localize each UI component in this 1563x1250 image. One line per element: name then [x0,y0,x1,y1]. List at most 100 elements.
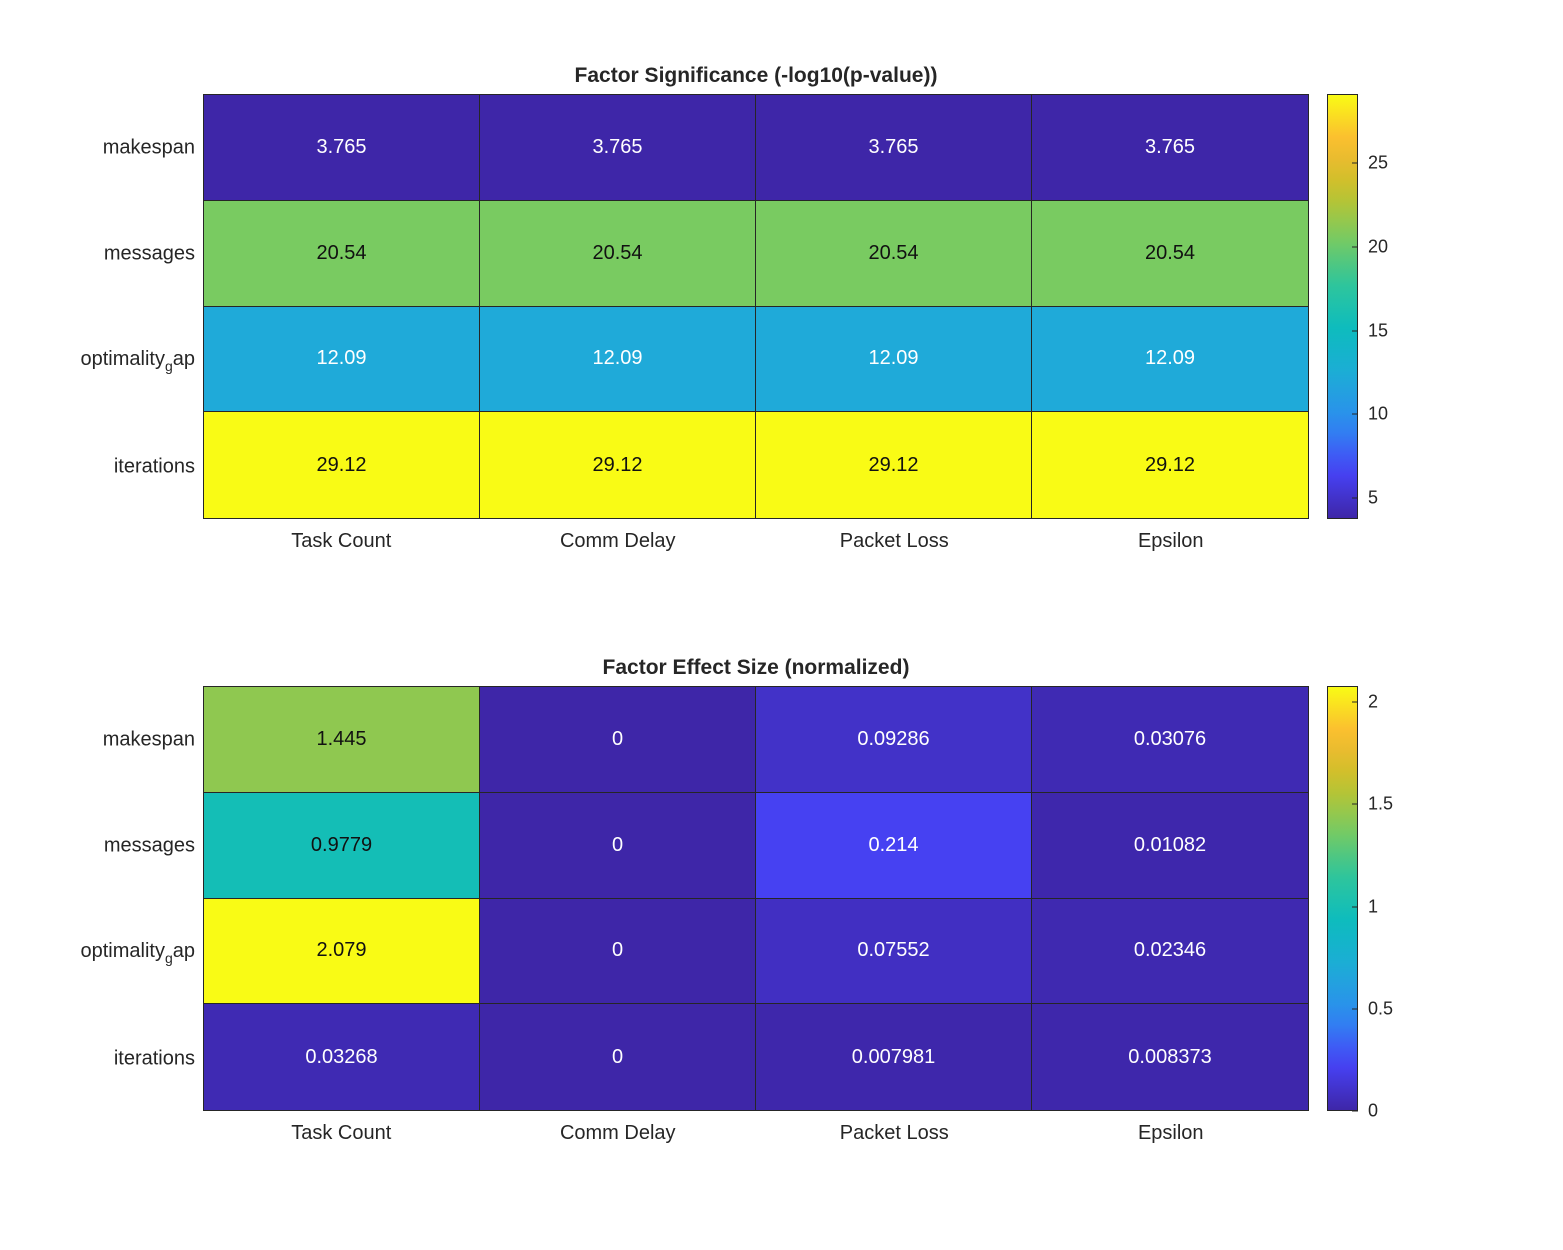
x-axis-labels: Task Count Comm Delay Packet Loss Epsilon [203,530,1309,553]
heatmap-cell: 12.09 [480,306,756,413]
heatmap-cell: 0.02346 [1032,898,1308,1005]
y-tick-label: makespan [103,729,195,752]
colorbar [1327,686,1358,1111]
chart-title: Factor Effect Size (normalized) [602,656,910,679]
heatmap-cell: 12.09 [204,306,480,413]
heatmap-cell: 3.765 [204,95,480,201]
x-tick-label: Epsilon [1137,530,1204,552]
colorbar-tick-label: 15 [1368,320,1389,341]
y-tick-label: messages [104,243,195,266]
y-tick-text: makespan [102,136,195,159]
y-tick-text: messages [103,834,195,857]
x-tick-label: Comm Delay [559,530,676,552]
y-tick-label: makespan [103,137,195,160]
colorbar-tick-label: 20 [1368,236,1389,257]
y-tick-label: optimalitygap [80,348,195,374]
heatmap-cell: 0.01082 [1032,792,1308,899]
x-tick-label: Packet Loss [839,1122,949,1144]
colorbar-tick-label: 1.5 [1368,793,1394,814]
x-tick-label: Task Count [291,1122,392,1144]
heatmap-cell: 29.12 [480,412,756,518]
heatmap-cell: 12.09 [756,306,1032,413]
tick-mark [1352,1110,1358,1112]
y-tick-label: iterations [114,455,195,478]
colorbar-tick-label: 1 [1368,896,1379,917]
colorbar-tick: 5 [1352,487,1379,509]
tick-mark [1352,497,1358,499]
heatmap-cell: 0 [480,1004,756,1110]
heatmap-cell: 29.12 [1032,412,1308,518]
x-tick-label: Packet Loss [839,530,949,552]
chart-title: Factor Significance (-log10(p-value)) [574,64,938,87]
heatmap-cell: 0.03076 [1032,687,1308,793]
colorbar-tick-label: 0 [1368,1100,1379,1121]
colorbar [1327,94,1358,519]
tick-mark [1352,330,1358,332]
colorbar-ticks: 0 0.5 1 1.5 2 [1352,686,1438,1121]
colorbar-tick: 2 [1352,691,1379,713]
y-tick-subscript: g [164,949,173,966]
heatmap-cell: 3.765 [1032,95,1308,201]
y-tick-text: iterations [113,455,195,478]
x-tick-label: Epsilon [1137,1122,1204,1144]
y-axis-labels: makespan messages optimalitygap iterations [0,687,195,1112]
colorbar-tick-label: 10 [1368,403,1389,424]
colorbar-tick-label: 2 [1368,691,1379,712]
y-tick-label: iterations [114,1047,195,1070]
heatmap-cell: 1.445 [204,687,480,793]
heatmap-cell: 29.12 [204,412,480,518]
heatmap-cell: 20.54 [204,200,480,307]
heatmap-cell: 0.214 [756,792,1032,899]
tick-mark [1352,1008,1358,1010]
tick-mark [1352,246,1358,248]
y-tick-text: optimality [80,939,165,962]
heatmap-cell: 12.09 [1032,306,1308,413]
y-tick-text: optimality [80,347,165,370]
heatmap-cell: 0.008373 [1032,1004,1308,1110]
x-tick-label: Task Count [291,530,392,552]
colorbar-tick-label: 25 [1368,152,1389,173]
heatmap-cell: 0.07552 [756,898,1032,1005]
y-tick-text: makespan [102,728,195,751]
tick-mark [1352,701,1358,703]
y-tick-label: optimalitygap [80,940,195,966]
heatmap-cell: 0.03268 [204,1004,480,1110]
x-axis-labels: Task Count Comm Delay Packet Loss Epsilon [203,1122,1309,1145]
colorbar-tick: 15 [1352,320,1389,341]
x-tick-label: Comm Delay [559,1122,676,1144]
colorbar-ticks: 5 10 15 20 25 [1352,94,1438,519]
y-axis-labels: makespan messages optimalitygap iterations [0,95,195,520]
tick-mark [1352,803,1358,805]
heatmap-cell: 3.765 [480,95,756,201]
heatmap-cell: 20.54 [480,200,756,307]
colorbar-tick: 0 [1352,1100,1379,1122]
y-tick-label: messages [104,835,195,858]
heatmap-cell: 20.54 [756,200,1032,307]
y-tick-tail: ap [172,347,195,370]
heatmap-cell: 0.007981 [756,1004,1032,1110]
colorbar-tick: 20 [1352,236,1389,257]
heatmap-grid: 3.765 3.765 3.765 3.765 20.54 20.54 20.54 20.54… [203,94,1309,519]
heatmap-cell: 0.9779 [204,792,480,899]
colorbar-tick: 25 [1352,152,1389,174]
heatmap-cell: 0 [480,898,756,1005]
tick-mark [1352,413,1358,415]
tick-mark [1352,906,1358,908]
heatmap-grid: 1.445 0 0.09286 0.03076 0.9779 0 0.214 0.01082 2… [203,686,1309,1111]
heatmap-cell: 0.09286 [756,687,1032,793]
colorbar-tick: 10 [1352,403,1389,425]
heatmap-cell: 0 [480,792,756,899]
heatmap-cell: 20.54 [1032,200,1308,307]
colorbar-tick-label: 0.5 [1368,998,1394,1019]
colorbar-tick-label: 5 [1368,487,1379,508]
y-tick-subscript: g [164,357,173,374]
heatmap-cell: 2.079 [204,898,480,1005]
y-tick-text: messages [103,242,195,265]
colorbar-tick: 1.5 [1352,793,1394,815]
colorbar-tick: 0.5 [1352,998,1394,1019]
heatmap-cell: 0 [480,687,756,793]
heatmap-cell: 3.765 [756,95,1032,201]
colorbar-tick: 1 [1352,896,1379,917]
heatmap-cell: 29.12 [756,412,1032,518]
tick-mark [1352,162,1358,164]
